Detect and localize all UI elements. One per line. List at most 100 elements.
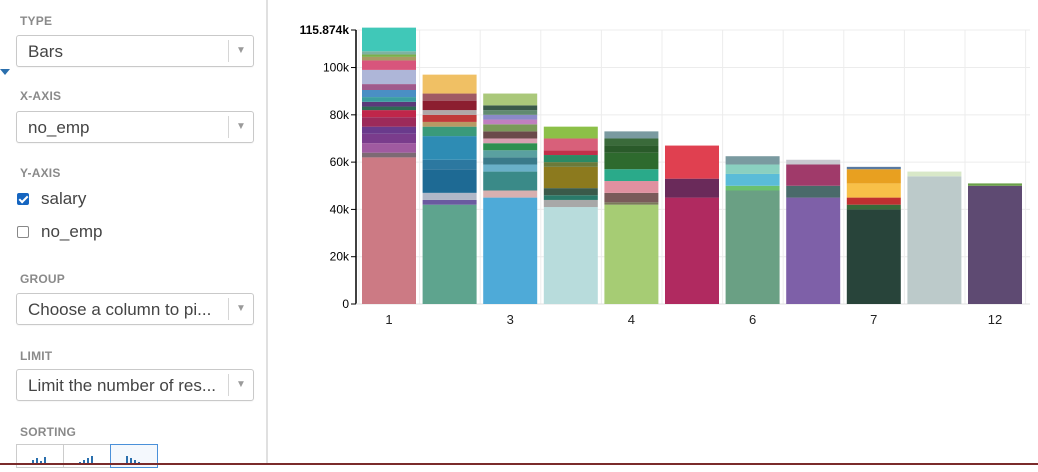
bar-segment-5[interactable]: [604, 202, 659, 205]
bar-segment-7[interactable]: [725, 173, 780, 186]
bar-segment-3[interactable]: [483, 93, 538, 106]
bar-segment-3[interactable]: [483, 150, 538, 158]
bar-segment-3[interactable]: [483, 143, 538, 151]
bar-segment-6[interactable]: [665, 197, 719, 304]
bar-segment-12[interactable]: [968, 183, 1022, 186]
bar-segment-2[interactable]: [422, 74, 477, 94]
bar-segment-8[interactable]: [786, 164, 841, 186]
collapse-caret-icon[interactable]: [0, 69, 10, 75]
bar-segment-1[interactable]: [362, 54, 416, 57]
bar-segment-3[interactable]: [483, 164, 538, 172]
bar-segment-9[interactable]: [846, 166, 901, 170]
bar-segment-2[interactable]: [422, 114, 477, 122]
bar-segment-1[interactable]: [362, 27, 416, 52]
bar-segment-6[interactable]: [665, 145, 719, 179]
bar-segment-9[interactable]: [846, 197, 901, 205]
no-emp-checkbox[interactable]: [17, 226, 29, 238]
chevron-down-icon[interactable]: ▼: [228, 374, 253, 396]
bar-segment-8[interactable]: [786, 185, 841, 198]
chevron-down-icon[interactable]: ▼: [228, 40, 253, 62]
bar-segment-3[interactable]: [483, 114, 538, 120]
bar-segment-4[interactable]: [543, 188, 598, 196]
bar-segment-1[interactable]: [362, 110, 416, 118]
no-emp-checkbox-label[interactable]: no_emp: [41, 222, 103, 241]
bar-segment-1[interactable]: [362, 133, 416, 144]
salary-checkbox[interactable]: [17, 193, 29, 205]
bar-segment-10[interactable]: [907, 176, 962, 304]
bar-segment-2[interactable]: [422, 100, 477, 111]
bar-segment-3[interactable]: [483, 124, 538, 132]
bar-segment-1[interactable]: [362, 90, 416, 98]
bar-segment-3[interactable]: [483, 110, 538, 115]
bar-segment-4[interactable]: [543, 126, 598, 139]
bar-segment-9[interactable]: [846, 209, 901, 304]
bar-segment-1[interactable]: [362, 51, 416, 55]
bar-segment-1[interactable]: [362, 60, 416, 70]
bar-segment-1[interactable]: [362, 56, 416, 61]
bar-segment-4[interactable]: [543, 155, 598, 163]
bar-segment-7[interactable]: [725, 156, 780, 165]
bar-segment-4[interactable]: [543, 195, 598, 200]
bar-segment-4[interactable]: [543, 150, 598, 156]
bar-segment-1[interactable]: [362, 97, 416, 102]
bar-segment-2[interactable]: [422, 204, 477, 304]
bar-segment-1[interactable]: [362, 152, 416, 158]
bar-segment-7[interactable]: [725, 190, 780, 304]
x-axis-select[interactable]: no_emp ▼: [16, 111, 254, 143]
bar-segment-3[interactable]: [483, 131, 538, 139]
bar-segment-2[interactable]: [422, 136, 477, 160]
bar-segment-5[interactable]: [604, 181, 659, 193]
bar-segment-8[interactable]: [786, 159, 841, 165]
bar-segment-2[interactable]: [422, 121, 477, 127]
chevron-down-icon[interactable]: ▼: [228, 116, 253, 138]
bar-segment-5[interactable]: [604, 169, 659, 182]
bar-segment-3[interactable]: [483, 190, 538, 198]
bar-segment-1[interactable]: [362, 101, 416, 107]
limit-select[interactable]: Limit the number of res... ▼: [16, 369, 254, 401]
bar-segment-1[interactable]: [362, 84, 416, 91]
bar-segment-2[interactable]: [422, 199, 477, 205]
bar-segment-7[interactable]: [725, 185, 780, 191]
bar-segment-2[interactable]: [422, 169, 477, 193]
bar-segment-2[interactable]: [422, 110, 477, 115]
bar-segment-1[interactable]: [362, 143, 416, 153]
bar-segment-1[interactable]: [362, 126, 416, 134]
bar-segment-9[interactable]: [846, 204, 901, 210]
bar-segment-5[interactable]: [604, 152, 659, 170]
bar-segment-9[interactable]: [846, 169, 901, 184]
bar-segment-4[interactable]: [543, 162, 598, 167]
bar-segment-4[interactable]: [543, 207, 598, 304]
bar-segment-4[interactable]: [543, 199, 598, 208]
bar-segment-2[interactable]: [422, 192, 477, 200]
bar-segment-3[interactable]: [483, 105, 538, 111]
bar-segment-3[interactable]: [483, 119, 538, 125]
bar-segment-2[interactable]: [422, 126, 477, 137]
bar-segment-6[interactable]: [665, 178, 719, 198]
bar-segment-5[interactable]: [604, 145, 659, 153]
bar-segment-1[interactable]: [362, 117, 416, 127]
bar-segment-9[interactable]: [846, 183, 901, 198]
group-select[interactable]: Choose a column to pi... ▼: [16, 293, 254, 325]
chevron-down-icon[interactable]: ▼: [228, 298, 253, 320]
bar-segment-1[interactable]: [362, 106, 416, 111]
bar-segment-5[interactable]: [604, 204, 659, 304]
bar-segment-2[interactable]: [422, 159, 477, 170]
bar-segment-10[interactable]: [907, 171, 962, 177]
bar-segment-7[interactable]: [725, 164, 780, 174]
bar-segment-2[interactable]: [422, 93, 477, 101]
type-select[interactable]: Bars ▼: [16, 35, 254, 67]
bar-segment-5[interactable]: [604, 131, 659, 139]
bar-segment-1[interactable]: [362, 157, 416, 304]
bar-segment-3[interactable]: [483, 157, 538, 165]
bar-segment-5[interactable]: [604, 138, 659, 146]
bar-segment-4[interactable]: [543, 166, 598, 189]
bar-segment-8[interactable]: [786, 197, 841, 304]
bar-segment-12[interactable]: [968, 185, 1022, 304]
bar-segment-3[interactable]: [483, 197, 538, 304]
bar-segment-4[interactable]: [543, 138, 598, 151]
bar-segment-3[interactable]: [483, 138, 538, 144]
bar-segment-3[interactable]: [483, 171, 538, 191]
bar-segment-5[interactable]: [604, 192, 659, 203]
salary-checkbox-label[interactable]: salary: [41, 189, 87, 208]
bar-segment-1[interactable]: [362, 69, 416, 85]
